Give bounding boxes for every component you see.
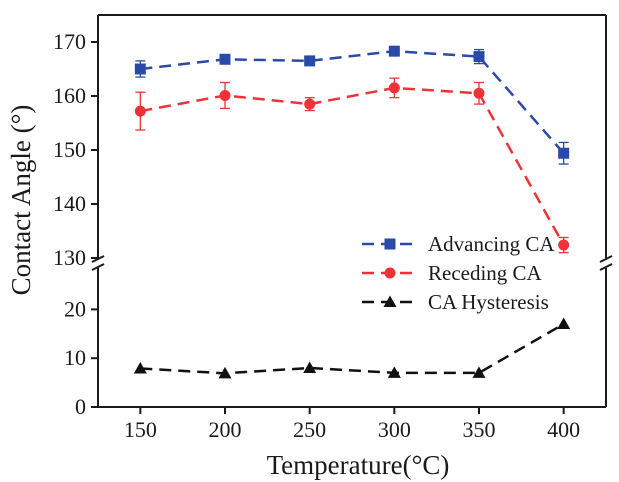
series-line bbox=[140, 49, 565, 155]
y-upper-tick-label: 140 bbox=[53, 191, 86, 216]
data-point-triangle bbox=[472, 366, 486, 378]
data-point-triangle bbox=[387, 366, 401, 378]
y-lower-tick-label: 0 bbox=[75, 394, 86, 419]
y-lower-tick-label: 20 bbox=[64, 296, 86, 321]
axes-frame bbox=[91, 14, 613, 408]
data-point-square bbox=[388, 45, 400, 57]
x-tick-label: 150 bbox=[124, 417, 157, 442]
data-point-square bbox=[558, 147, 570, 159]
x-tick-label: 350 bbox=[463, 417, 496, 442]
legend-label: Receding CA bbox=[428, 261, 543, 285]
series-advancing-ca bbox=[134, 45, 570, 165]
y-upper-tick-label: 170 bbox=[53, 29, 86, 54]
data-point-triangle bbox=[383, 295, 397, 307]
data-point-triangle bbox=[557, 317, 571, 330]
data-point-square bbox=[304, 55, 316, 67]
y-upper-tick-label: 150 bbox=[53, 137, 86, 162]
y-upper-tick-label: 160 bbox=[53, 83, 86, 108]
data-point-circle bbox=[558, 239, 570, 251]
legend-label: CA Hysteresis bbox=[428, 290, 549, 314]
x-tick-label: 250 bbox=[293, 417, 326, 442]
axis-ticks: 150 200 250 300 350 400 130 140 150 160 170 0 10 20 bbox=[53, 29, 580, 442]
x-tick-label: 400 bbox=[547, 417, 580, 442]
series-line bbox=[140, 322, 565, 375]
data-point-square bbox=[384, 238, 396, 250]
series-receding-ca bbox=[134, 77, 570, 254]
legend: Advancing CA Receding CA CA Hysteresis bbox=[362, 232, 555, 314]
x-tick-label: 300 bbox=[378, 417, 411, 442]
data-point-square bbox=[219, 53, 231, 65]
y-lower-tick-label: 10 bbox=[64, 345, 86, 370]
x-axis-label: Temperature(°C) bbox=[267, 450, 450, 480]
data-point-square bbox=[134, 63, 146, 75]
data-point-triangle bbox=[218, 366, 232, 379]
data-point-triangle bbox=[303, 361, 317, 373]
data-point-circle bbox=[384, 267, 396, 279]
axis-break-right-a bbox=[599, 255, 613, 263]
series-layer bbox=[133, 45, 571, 379]
axis-break-left-b bbox=[91, 263, 105, 271]
series-line bbox=[140, 86, 565, 246]
data-point-circle bbox=[473, 87, 485, 99]
data-point-circle bbox=[134, 105, 146, 117]
data-point-circle bbox=[388, 82, 400, 94]
data-point-circle bbox=[219, 89, 231, 101]
y-axis-label: Contact Angle (°) bbox=[6, 105, 36, 296]
legend-label: Advancing CA bbox=[428, 232, 555, 256]
x-tick-label: 200 bbox=[209, 417, 242, 442]
series-ca-hysteresis bbox=[133, 317, 571, 379]
data-point-triangle bbox=[133, 361, 147, 374]
data-point-circle bbox=[304, 98, 316, 110]
axis-break-right-b bbox=[599, 263, 613, 271]
y-upper-tick-label: 130 bbox=[53, 245, 86, 270]
data-point-square bbox=[473, 51, 485, 63]
